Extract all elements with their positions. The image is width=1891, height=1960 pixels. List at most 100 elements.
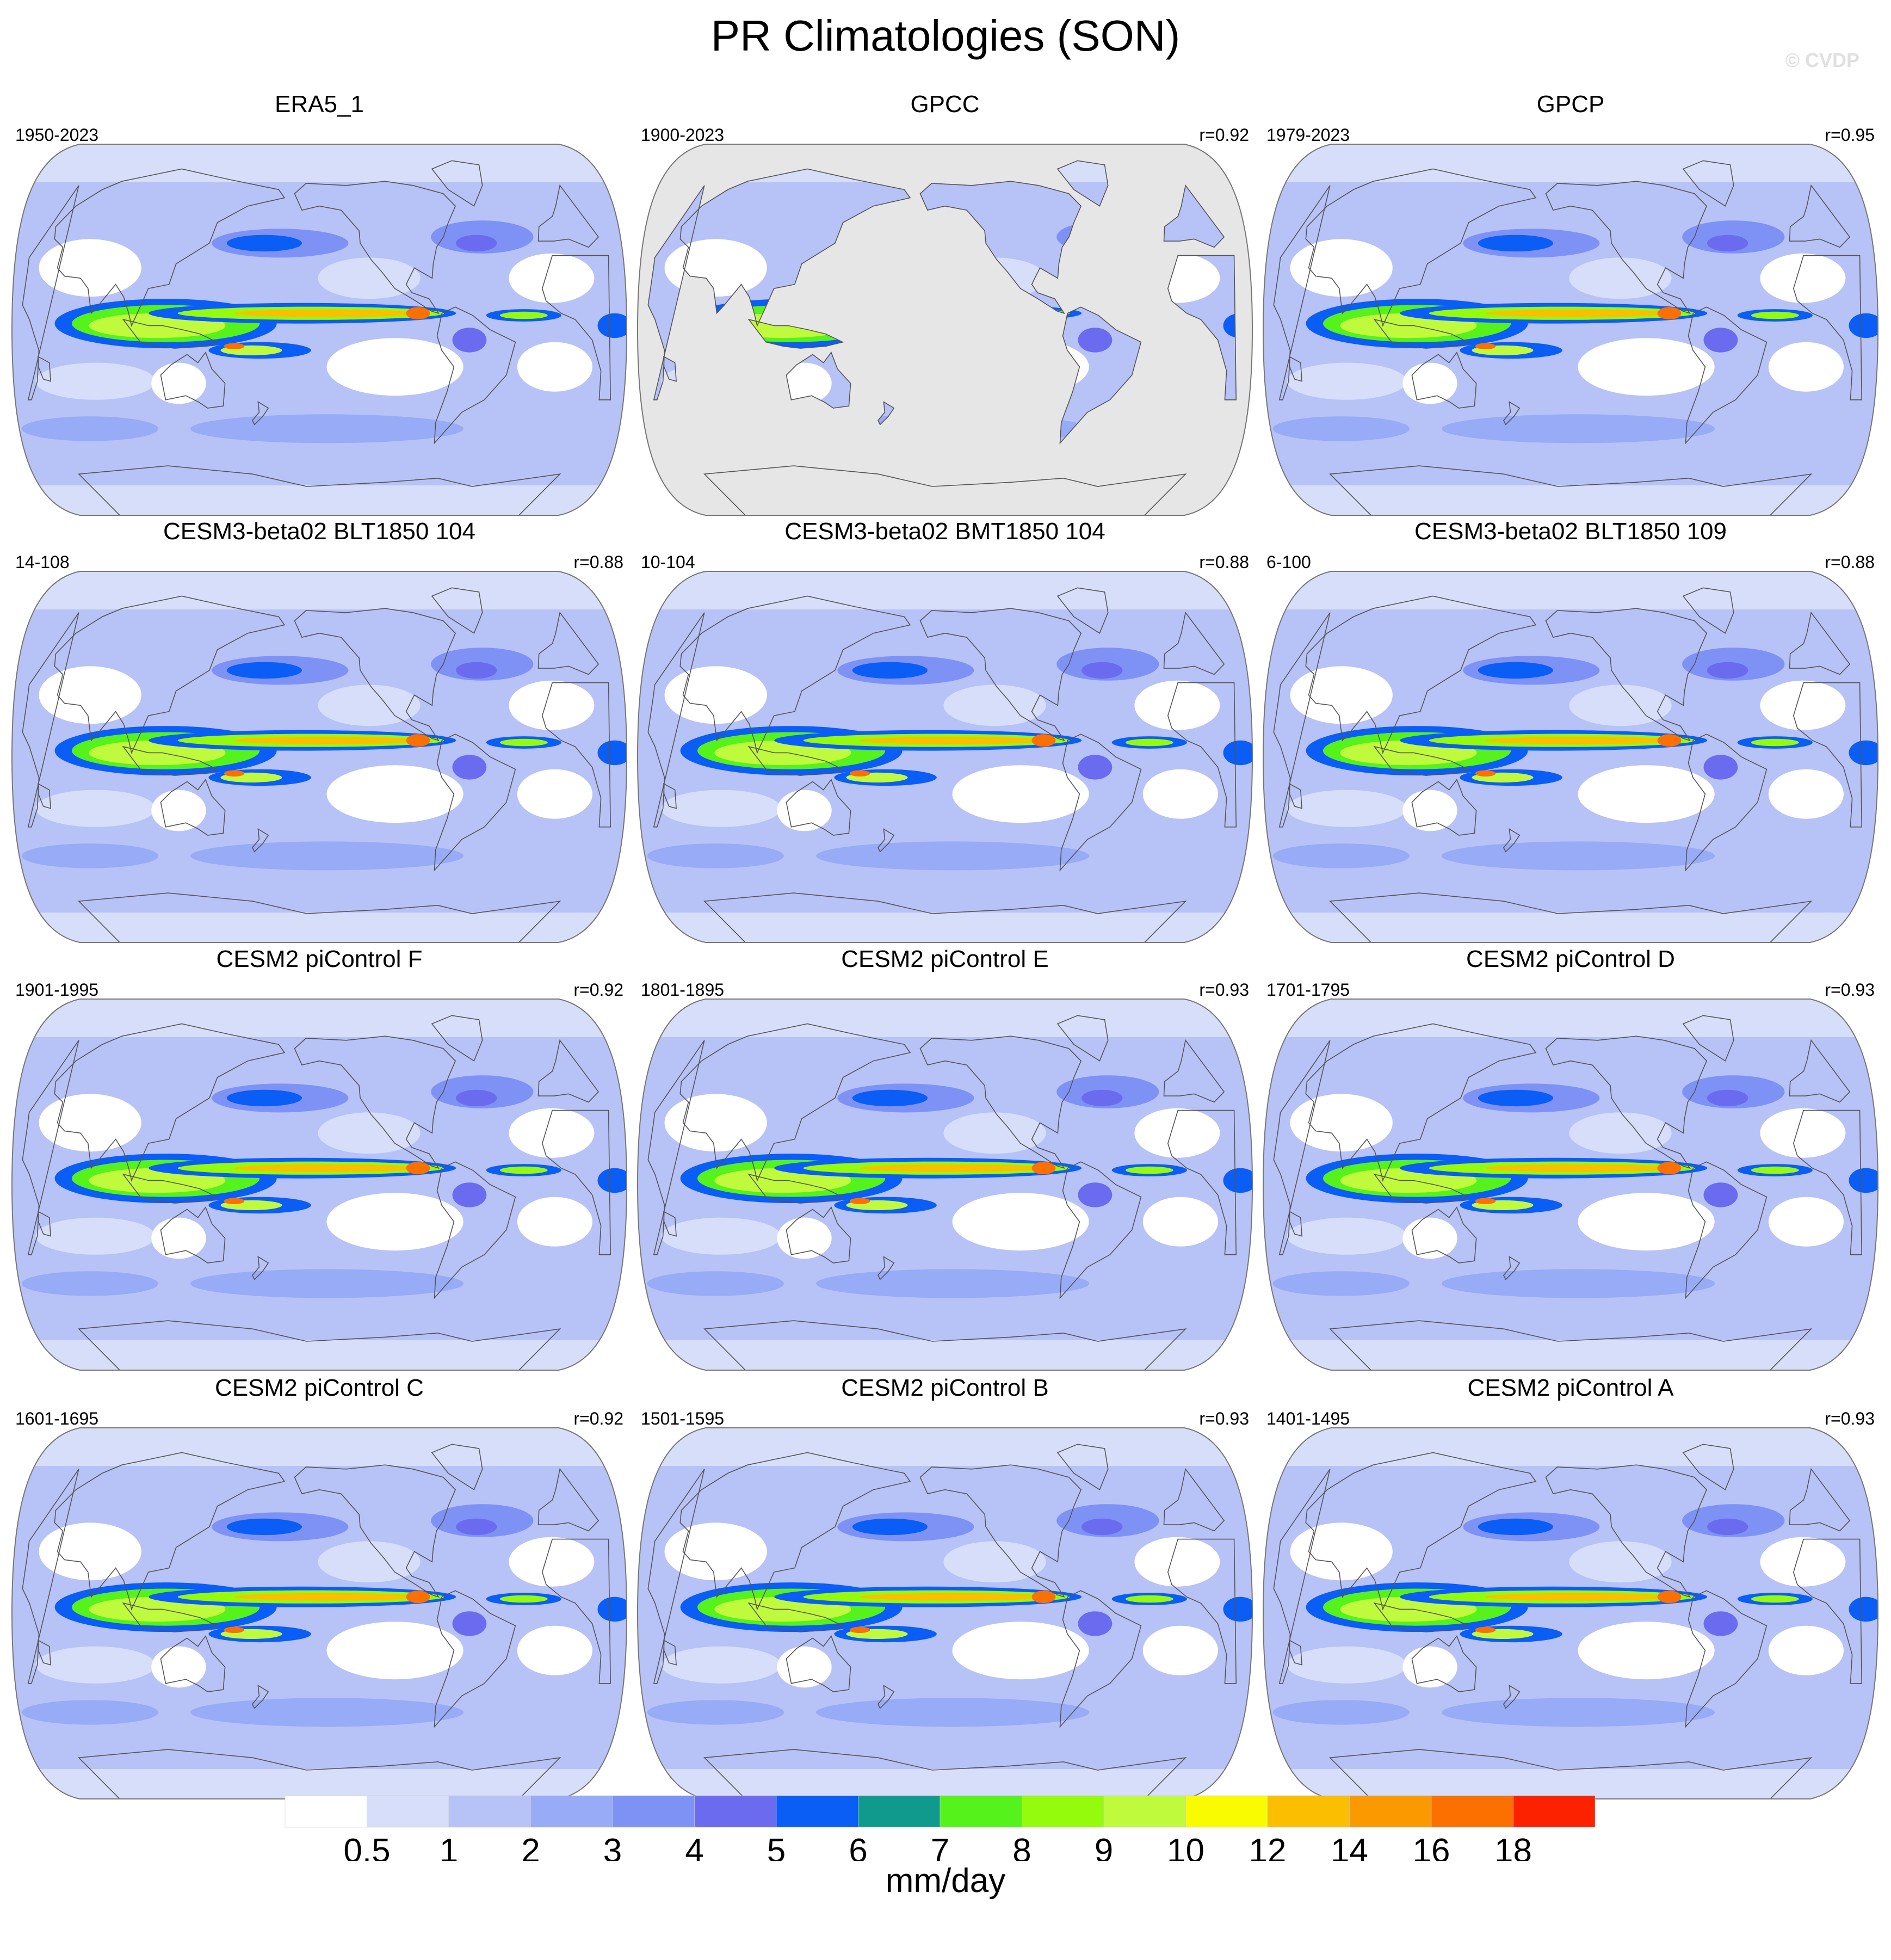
coastline-africa_e: [541, 682, 611, 828]
colorbar-tick-label: 4: [685, 1832, 703, 1861]
coastline-europe: [1789, 184, 1851, 248]
coastline-namerica: [1545, 1464, 1708, 1598]
coastline-indonesia: [122, 318, 219, 349]
coastline-antarctica: [703, 892, 1187, 942]
panel-title: CESM2 piControl A: [1467, 1375, 1674, 1401]
coastline-africa_e: [1793, 255, 1863, 400]
map-border: [1262, 999, 1879, 1371]
map-border: [1262, 571, 1879, 943]
precip-map: [636, 144, 1253, 516]
colorbar-swatch: [1349, 1795, 1432, 1828]
coastline-europe_africa_w: [1273, 185, 1331, 400]
coastline-antarctica: [78, 1749, 561, 1799]
colorbar-swatch: [448, 1795, 531, 1828]
panel-period: 1501-1595: [641, 1409, 725, 1428]
precip-map: [1262, 571, 1879, 943]
panel-title: CESM3-beta02 BLT1850 109: [1414, 518, 1727, 545]
map-panel: ERA5_1 1950-2023: [7, 90, 632, 517]
coastline-greenland: [431, 587, 483, 634]
coastline-indonesia: [1373, 1173, 1470, 1204]
panel-period: 6-100: [1266, 552, 1311, 572]
coastline-madagascar: [663, 1210, 677, 1237]
panel-correlation: r=0.92: [1199, 125, 1249, 145]
map-panel: CESM3-beta02 BLT1850 104 14-108 r=0.88: [7, 517, 632, 944]
coastline-africa_e: [1167, 255, 1237, 400]
panel-correlation: r=0.88: [573, 552, 623, 572]
coastline-asia: [1305, 1023, 1537, 1182]
coastline-europe: [1163, 184, 1225, 248]
colorbar: 0.5 1 2 3 4 5 6 7 8 9 10 12 14 16 18: [285, 1795, 1596, 1861]
coastline-nz: [1503, 828, 1521, 853]
coastline-greenland: [1056, 587, 1109, 634]
map-panel: CESM2 piControl A 1401-1495 r=0.93: [1258, 1373, 1883, 1801]
coastline-antarctica: [78, 465, 561, 515]
precip-map: [636, 999, 1253, 1371]
coastline-europe: [1789, 1468, 1851, 1532]
coastline-africa_e: [1793, 1110, 1863, 1255]
coastline-asia: [1305, 1452, 1537, 1611]
coastline-europe_africa_w: [22, 185, 79, 400]
cvdp-watermark: © CVDP: [1785, 49, 1859, 71]
panel-period: 14-108: [15, 552, 70, 572]
map-border: [636, 144, 1253, 516]
coastline-africa_e: [1167, 1538, 1237, 1684]
colorbar-swatch: [530, 1795, 613, 1828]
colorbar-tick-label: 3: [603, 1832, 622, 1861]
coastline-greenland: [1682, 1015, 1734, 1062]
coastline-samerica: [434, 734, 516, 872]
coastline-indonesia: [1373, 1602, 1470, 1632]
coastline-indonesia: [747, 1602, 844, 1632]
coastline-greenland: [431, 1444, 483, 1490]
coastline-europe_africa_w: [1273, 1040, 1331, 1255]
map-panel: CESM2 piControl B 1501-1595 r=0.93: [632, 1373, 1258, 1801]
coastline-europe_africa_w: [1273, 1469, 1331, 1684]
precip-map: [636, 1427, 1253, 1799]
precip-map: [11, 571, 628, 943]
coastline-australia: [1411, 352, 1477, 409]
coastline-antarctica: [703, 465, 1187, 515]
colorbar-tick-label: 5: [767, 1832, 786, 1861]
coastline-greenland: [1682, 587, 1734, 634]
coastline-madagascar: [1289, 1210, 1302, 1237]
coastline-indonesia: [1373, 745, 1470, 776]
colorbar-units-label: mm/day: [885, 1862, 1006, 1900]
coastline-australia: [1411, 1206, 1477, 1263]
coastline-nz: [251, 828, 269, 853]
coastline-asia: [679, 168, 911, 327]
panel-correlation: r=0.93: [1199, 1409, 1249, 1428]
coastline-asia: [54, 1023, 286, 1182]
coastline-nz: [877, 828, 895, 853]
precip-map: [11, 144, 628, 516]
precip-map: [11, 999, 628, 1371]
coastline-australia: [160, 1206, 226, 1263]
coastline-namerica: [1545, 181, 1708, 315]
coastline-antarctica: [1329, 1749, 1813, 1799]
coastline-europe_africa_w: [22, 612, 79, 828]
coastline-namerica: [1545, 1036, 1708, 1169]
colorbar-swatch: [858, 1795, 941, 1828]
coastline-europe_africa_w: [22, 1040, 79, 1255]
coastline-asia: [54, 595, 286, 754]
coastline-europe: [1163, 611, 1225, 675]
coastline-samerica: [1685, 1161, 1768, 1299]
coastline-greenland: [431, 1015, 483, 1062]
colorbar-swatch: [694, 1795, 777, 1828]
coastline-namerica: [294, 608, 456, 742]
panel-title: CESM3-beta02 BMT1850 104: [784, 518, 1105, 545]
coastline-namerica: [294, 1036, 456, 1169]
panel-period: 1979-2023: [1266, 125, 1350, 145]
coastline-europe: [1163, 1468, 1225, 1532]
coastline-indonesia: [122, 745, 219, 776]
coastline-indonesia: [747, 1173, 844, 1204]
coastline-nz: [1503, 1685, 1521, 1709]
panel-period: 10-104: [641, 552, 695, 572]
precip-map: [1262, 1427, 1879, 1799]
coastline-europe: [1163, 1039, 1225, 1103]
coastline-africa_e: [1167, 1110, 1237, 1255]
coastline-madagascar: [38, 782, 51, 809]
coastline-nz: [1503, 1256, 1521, 1280]
colorbar-tick-label: 10: [1167, 1832, 1204, 1861]
coastline-europe: [537, 1468, 600, 1532]
colorbar-tick-label: 12: [1249, 1832, 1287, 1861]
coastline-europe: [537, 611, 600, 675]
